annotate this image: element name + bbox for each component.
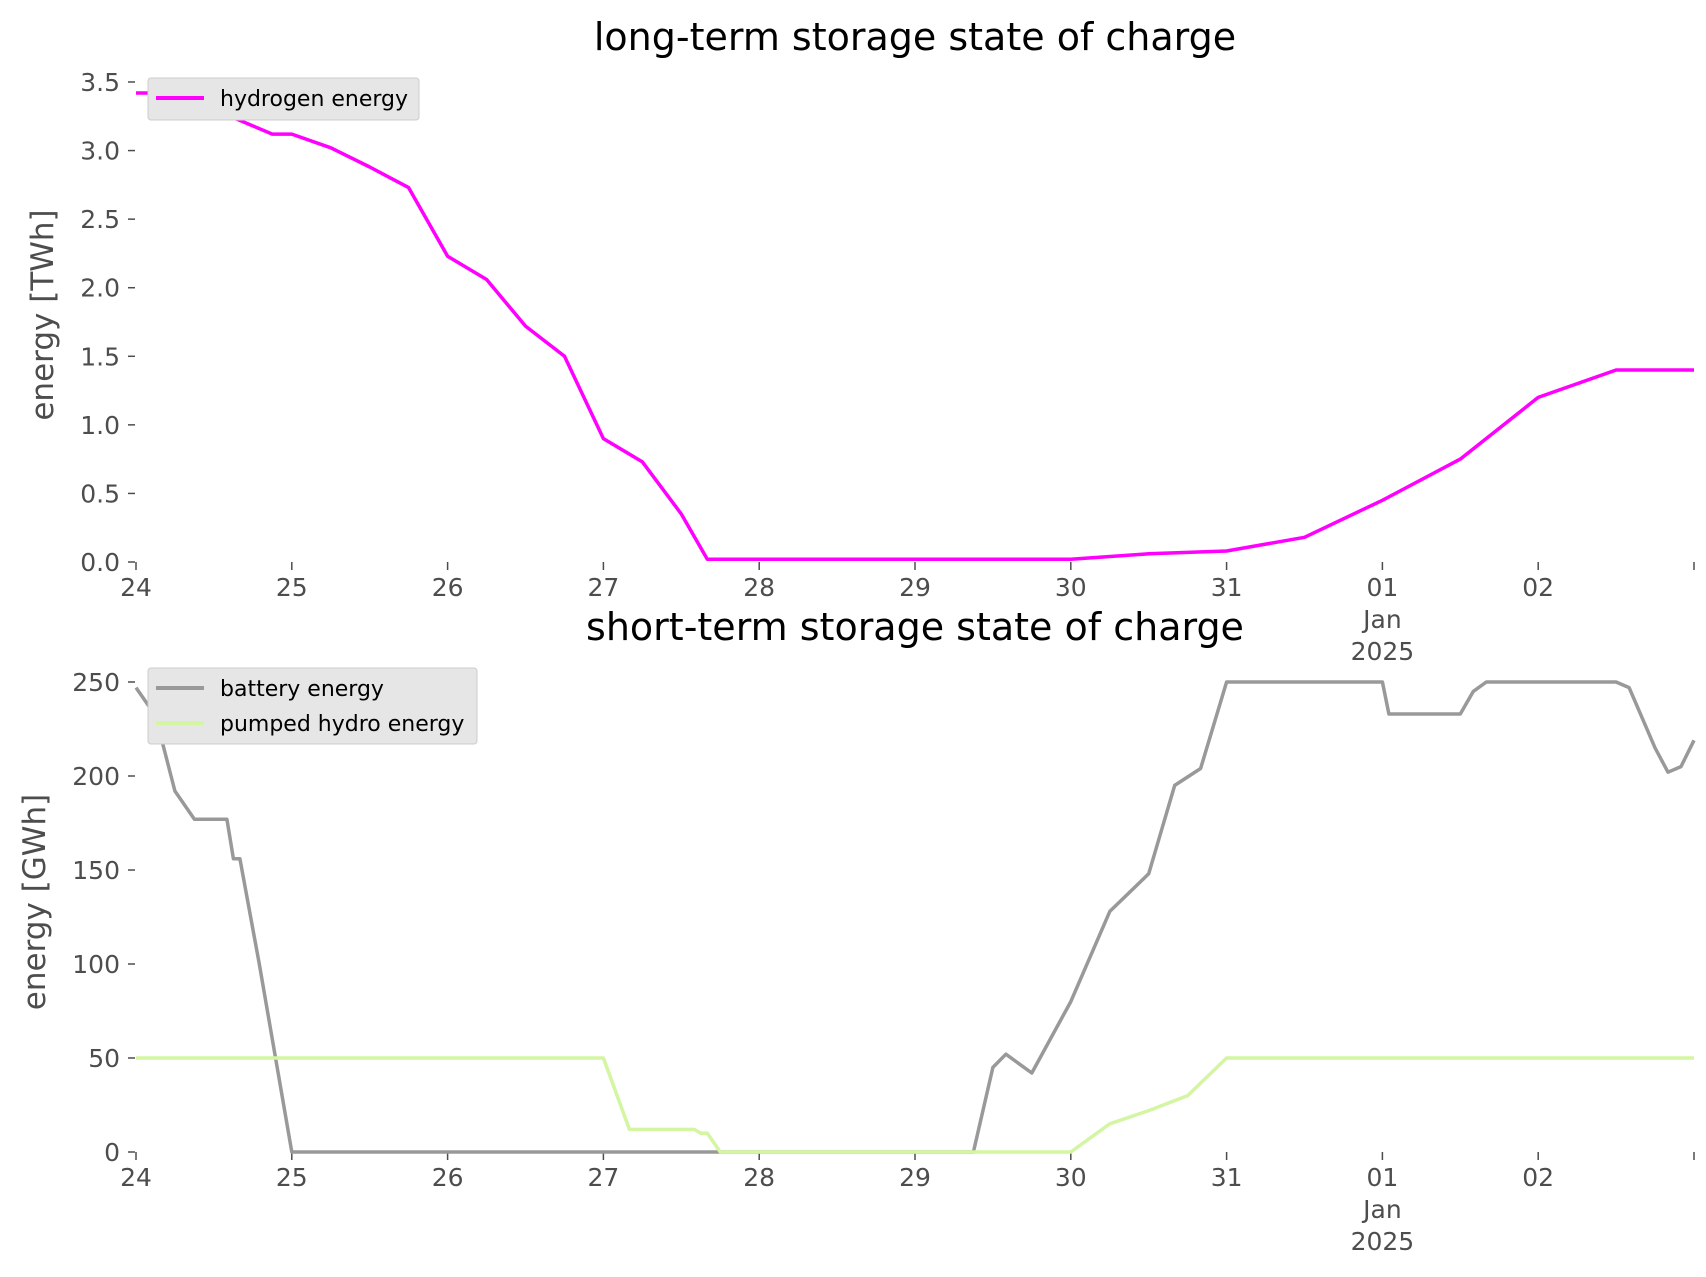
top-x-tick-label: 01 bbox=[1366, 573, 1398, 602]
bottom-x-tick-label: 27 bbox=[587, 1163, 619, 1192]
top-x-tick-label: 02 bbox=[1522, 573, 1554, 602]
bottom-x-tick-label: 25 bbox=[276, 1163, 308, 1192]
bottom-panel: short-term storage state of charge energ… bbox=[17, 605, 1696, 1256]
legend-label-pumped-hydro-energy: pumped hydro energy bbox=[220, 712, 464, 737]
bottom-axes: 0 50 100 150 200 250 24 25 26 27 28 29 30 31 01 Jan 2025… bbox=[72, 668, 1695, 1256]
bottom-x-tick-label: 29 bbox=[899, 1163, 931, 1192]
top-y-tick-label: 0.5 bbox=[80, 479, 120, 508]
top-x-tick-label: 30 bbox=[1055, 573, 1087, 602]
bottom-legend: battery energy pumped hydro energy bbox=[147, 667, 478, 745]
top-legend-box bbox=[147, 77, 420, 121]
bottom-y-axis-label: energy [GWh] bbox=[17, 794, 53, 1010]
bottom-y-tick-label: 150 bbox=[72, 856, 120, 885]
top-x-tick-year-label: 2025 bbox=[1351, 637, 1415, 666]
top-chart-title: long-term storage state of charge bbox=[594, 15, 1236, 59]
top-x-tick-month-label: Jan bbox=[1361, 605, 1402, 634]
series-line-battery-energy bbox=[134, 680, 1696, 1154]
top-x-tick-label: 27 bbox=[587, 573, 619, 602]
top-panel: long-term storage state of charge energy… bbox=[25, 15, 1695, 666]
legend-label-battery-energy: battery energy bbox=[220, 677, 384, 702]
top-series-lines bbox=[136, 91, 1694, 562]
bottom-x-tick-label: 30 bbox=[1055, 1163, 1087, 1192]
series-line-hydrogen-energy bbox=[136, 91, 1694, 562]
bottom-y-tick-label: 50 bbox=[88, 1044, 120, 1073]
bottom-y-tick-label: 0 bbox=[104, 1138, 120, 1167]
top-y-tick-label: 2.5 bbox=[80, 205, 120, 234]
bottom-x-tick-label: 02 bbox=[1522, 1163, 1554, 1192]
bottom-y-tick-label: 100 bbox=[72, 950, 120, 979]
bottom-x-tick-label: 01 bbox=[1366, 1163, 1398, 1192]
bottom-y-tick-label: 250 bbox=[72, 668, 120, 697]
top-x-tick-label: 29 bbox=[899, 573, 931, 602]
top-x-tick-label: 28 bbox=[743, 573, 775, 602]
bottom-x-tick-month-label: Jan bbox=[1361, 1195, 1402, 1224]
bottom-series-lines bbox=[134, 680, 1696, 1154]
bottom-x-tick-label: 28 bbox=[743, 1163, 775, 1192]
top-axes: 0.0 0.5 1.0 1.5 2.0 2.5 3.0 3.5 24 25 26 27 28 29 30 31… bbox=[80, 68, 1695, 666]
top-legend: hydrogen energy bbox=[147, 77, 420, 121]
top-y-tick-label: 1.5 bbox=[80, 342, 120, 371]
bottom-x-tick-label: 31 bbox=[1211, 1163, 1243, 1192]
top-y-tick-label: 0.0 bbox=[80, 548, 120, 577]
bottom-x-tick-label: 26 bbox=[432, 1163, 464, 1192]
legend-label-hydrogen-energy: hydrogen energy bbox=[220, 87, 408, 112]
top-x-tick-label: 25 bbox=[276, 573, 308, 602]
top-y-axis-label: energy [TWh] bbox=[25, 209, 61, 420]
bottom-x-tick-year-label: 2025 bbox=[1351, 1227, 1415, 1256]
top-x-tick-label: 24 bbox=[120, 573, 152, 602]
bottom-x-tick-label: 24 bbox=[120, 1163, 152, 1192]
series-line-pumped-hydro-energy bbox=[136, 1056, 1694, 1154]
top-y-tick-label: 1.0 bbox=[80, 411, 120, 440]
bottom-y-tick-label: 200 bbox=[72, 762, 120, 791]
top-x-tick-label: 31 bbox=[1211, 573, 1243, 602]
bottom-chart-title: short-term storage state of charge bbox=[586, 605, 1244, 649]
top-y-tick-label: 3.0 bbox=[80, 137, 120, 166]
bottom-legend-box bbox=[147, 667, 478, 745]
top-y-tick-label: 2.0 bbox=[80, 274, 120, 303]
top-y-tick-label: 3.5 bbox=[80, 68, 120, 97]
top-x-tick-label: 26 bbox=[432, 573, 464, 602]
